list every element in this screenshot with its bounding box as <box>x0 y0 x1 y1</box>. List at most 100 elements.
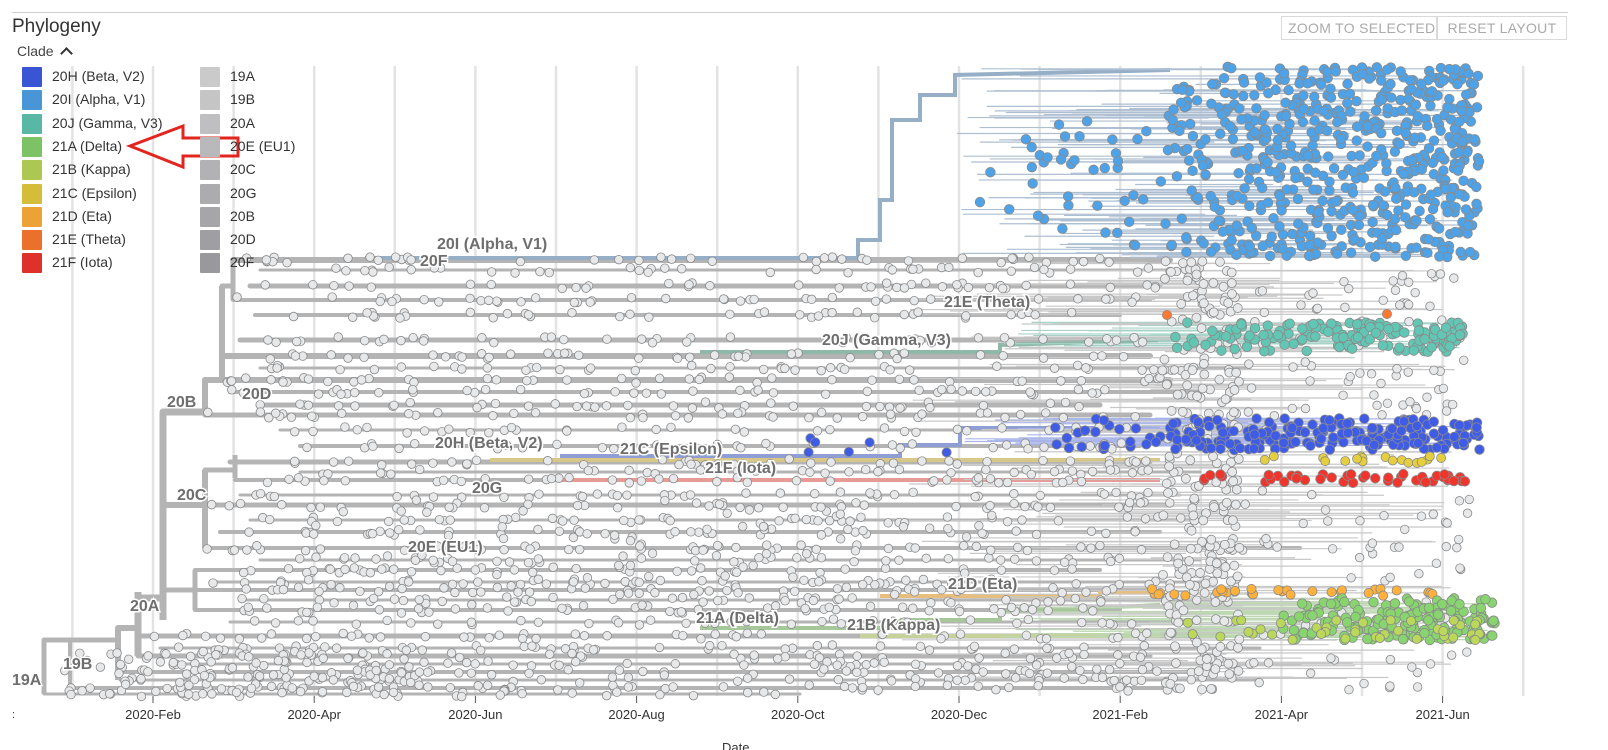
tip <box>516 297 526 307</box>
tip <box>120 679 131 690</box>
tip <box>732 676 743 686</box>
legend-swatch <box>200 206 220 227</box>
tip <box>961 294 971 304</box>
tip <box>1228 476 1239 487</box>
tip <box>601 690 612 701</box>
tip <box>707 256 717 266</box>
tip <box>733 588 743 598</box>
tip <box>1101 294 1111 304</box>
tip <box>405 677 416 688</box>
tip <box>1142 628 1152 638</box>
tip <box>498 533 509 544</box>
tip <box>417 550 427 560</box>
tip <box>287 683 297 693</box>
tip <box>585 363 596 373</box>
tip <box>780 644 790 654</box>
tip <box>1226 234 1237 246</box>
tip <box>626 292 637 303</box>
tip <box>729 557 739 567</box>
tip <box>136 674 146 684</box>
tip <box>946 468 956 478</box>
tip <box>568 532 579 543</box>
tip <box>473 681 483 691</box>
reset-layout-button[interactable]: RESET LAYOUT <box>1437 16 1567 40</box>
tip <box>1324 185 1335 196</box>
tip <box>1453 147 1464 158</box>
tip <box>676 607 687 617</box>
tip <box>999 332 1010 343</box>
tip <box>918 574 929 585</box>
tip <box>335 583 345 593</box>
tip <box>1415 78 1427 90</box>
legend-toggle[interactable]: Clade <box>17 43 73 60</box>
tip <box>1191 269 1202 280</box>
tip <box>1336 224 1347 236</box>
tip <box>1304 239 1315 251</box>
tip <box>1111 487 1121 498</box>
tip <box>1392 364 1402 374</box>
tip <box>1055 596 1066 606</box>
tip <box>970 492 980 502</box>
legend-label: 20E (EU1) <box>230 137 296 154</box>
tip <box>1400 212 1411 223</box>
tip <box>655 689 665 700</box>
tip <box>1382 308 1393 319</box>
tip <box>343 353 353 363</box>
tip <box>515 384 526 395</box>
tip <box>1039 442 1049 452</box>
tip <box>1315 433 1327 444</box>
tip <box>1283 84 1294 96</box>
tip <box>766 398 776 408</box>
tip <box>1395 66 1406 77</box>
tip <box>1105 282 1115 293</box>
tip <box>1310 167 1321 178</box>
tip <box>1316 629 1327 640</box>
tip <box>482 680 493 690</box>
tip <box>303 400 314 410</box>
tip <box>1101 586 1112 596</box>
tip <box>1454 329 1466 341</box>
tip <box>1371 150 1382 162</box>
tip <box>317 687 328 697</box>
tip <box>1165 498 1175 508</box>
tip <box>1095 253 1105 264</box>
tip <box>519 641 529 652</box>
tip <box>1359 111 1370 122</box>
tip <box>1152 666 1162 676</box>
tip <box>1098 415 1110 426</box>
tip <box>264 514 275 525</box>
tip <box>947 579 957 589</box>
tip <box>1230 499 1241 510</box>
tip <box>957 253 968 263</box>
tip <box>278 377 288 387</box>
tip <box>375 632 386 642</box>
tip <box>328 675 339 685</box>
tip <box>780 363 790 374</box>
legend-label: 21E (Theta) <box>52 231 126 248</box>
tip <box>1229 560 1240 571</box>
zoom-to-selected-button[interactable]: ZOOM TO SELECTED <box>1281 16 1437 40</box>
tip <box>252 541 262 551</box>
tip <box>303 374 314 384</box>
tip <box>847 593 857 603</box>
tip <box>513 587 523 597</box>
tip <box>1137 664 1148 675</box>
tip <box>623 588 634 598</box>
tip <box>796 540 806 550</box>
tip <box>336 389 346 399</box>
tip <box>1232 571 1243 582</box>
tip <box>404 662 414 672</box>
tip <box>476 587 486 597</box>
tip <box>291 336 302 347</box>
tip <box>1465 246 1476 258</box>
tip <box>429 263 440 273</box>
tip <box>770 601 781 611</box>
tip <box>858 525 868 536</box>
tip <box>1126 619 1137 629</box>
tip <box>1448 475 1460 487</box>
tip <box>926 598 936 608</box>
tip <box>1398 416 1410 427</box>
tip <box>397 583 407 594</box>
tip <box>655 575 666 586</box>
